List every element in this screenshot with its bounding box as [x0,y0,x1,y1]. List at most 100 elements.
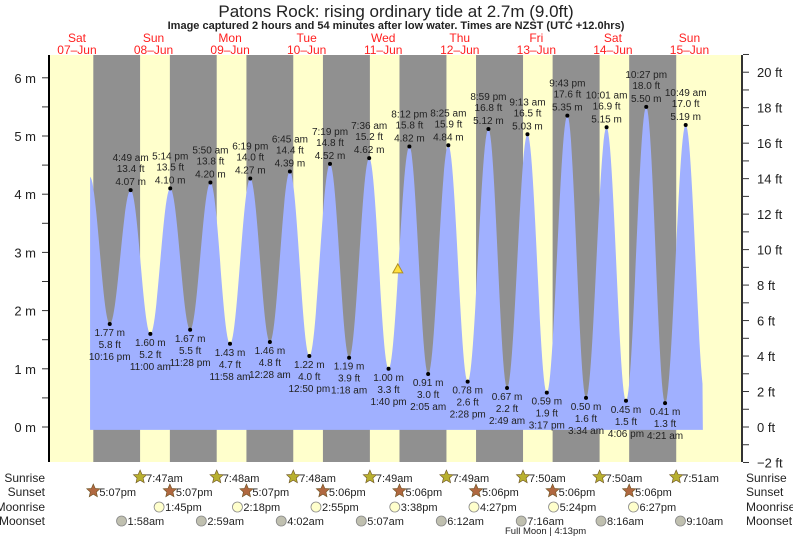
low-tide-time: 11:00 am [130,362,171,373]
day-date: 10–Jun [287,43,326,57]
sunset-icon [621,483,637,498]
sunrise-time: 7:50am [606,473,643,485]
sunset-time: 5:06pm [635,487,672,499]
high-tide-ft: 13.4 ft [117,164,145,175]
low-tide-time: 11:28 pm [170,358,211,369]
low-tide-point [267,340,272,345]
low-tide-point [148,331,153,336]
low-tide-ft: 4.7 ft [219,360,241,371]
current-tide-marker [391,262,404,274]
chart-title: Patons Rock: rising ordinary tide at 2.7… [218,2,573,21]
low-tide-ft: 2.2 ft [496,404,518,415]
high-tide-time: 6:45 am [272,135,308,146]
high-tide-m: 5.50 m [631,94,662,105]
right-tick-label: 14 ft [757,172,783,187]
high-tide-time: 10:49 am [665,88,707,99]
moonrise-time: 2:18pm [243,502,280,514]
moonset-time: 7:16am [527,516,564,528]
sunrise-icon [209,469,225,484]
day-name: Thu [449,31,470,45]
low-tide-ft: 5.5 ft [179,346,201,357]
high-tide-point [128,188,133,193]
moonset-icon [595,515,607,527]
low-tide-m: 0.45 m [611,405,642,416]
sunrise-time: 7:48am [299,473,336,485]
right-tick-label: 8 ft [757,278,775,293]
high-tide-time: 6:19 pm [232,141,268,152]
high-tide-time: 8:59 pm [470,92,506,103]
low-tide-time: 2:05 am [410,402,446,413]
right-tick-label: −2 ft [757,455,783,470]
sunset-time: 5:07pm [99,487,136,499]
sunrise-time: 7:49am [376,473,413,485]
day-date: 09–Jun [210,43,249,57]
right-tick-label: 6 ft [757,314,775,329]
sunset-time: 5:06pm [482,487,519,499]
sunset-icon [85,483,101,498]
low-tide-point [623,398,628,403]
low-tide-ft: 1.6 ft [575,414,597,425]
moonset-row-label-right: Moonset [746,514,793,528]
moonset-icon [116,515,127,527]
high-tide-m: 4.39 m [275,159,306,170]
high-tide-ft: 14.0 ft [236,152,264,163]
moonrise-row-label: Moonrise [0,500,45,514]
day-date: 07–Jun [57,43,96,57]
low-tide-m: 0.67 m [492,392,523,403]
high-tide-m: 4.82 m [394,133,425,144]
sunrise-time: 7:49am [452,473,489,485]
moonrise-icon [468,501,480,513]
sunrise-icon [285,469,301,484]
sunset-time: 5:06pm [329,487,366,499]
low-tide-point [307,353,312,358]
moonset-time: 8:16am [607,516,644,528]
day-name: Wed [371,31,395,45]
left-tick-label: 2 m [14,304,36,319]
sunset-row-label: Sunset [8,485,46,499]
moonrise-row-label-right: Moonrise [746,500,793,514]
sunrise-row-label-right: Sunrise [746,471,787,485]
high-tide-m: 4.27 m [235,165,266,176]
high-tide-time: 5:14 pm [152,151,188,162]
day-name: Sun [679,31,700,45]
day-date: 15–Jun [670,43,709,57]
high-tide-m: 5.03 m [512,121,543,132]
high-tide-point [486,127,491,132]
high-tide-m: 4.10 m [155,175,186,186]
right-tick-label: 20 ft [757,65,783,80]
low-tide-m: 0.78 m [452,386,483,397]
right-tick-label: 4 ft [757,349,775,364]
high-tide-time: 10:01 am [586,90,628,101]
low-tide-ft: 3.9 ft [338,374,360,385]
tide-water-area [90,107,703,430]
low-tide-ft: 4.8 ft [259,358,281,369]
low-tide-m: 1.00 m [373,373,404,384]
moonset-icon [195,515,207,527]
low-tide-point [505,386,510,391]
day-date: 13–Jun [517,43,556,57]
moonset-icon [675,515,686,527]
low-tide-m: 0.91 m [413,378,444,389]
left-tick-label: 6 m [14,71,36,86]
high-tide-m: 4.84 m [433,132,464,143]
sunrise-time: 7:48am [223,473,260,485]
high-tide-m: 5.35 m [552,103,583,114]
right-tick-label: 12 ft [757,207,783,222]
moonrise-time: 4:27pm [480,502,517,514]
moonset-icon [275,515,287,527]
sunrise-time: 7:51am [682,473,719,485]
low-tide-time: 10:16 pm [89,352,131,363]
low-tide-point [228,341,233,346]
moonset-time: 1:58am [128,516,165,528]
sunrise-row-label: Sunrise [4,471,45,485]
left-tick-label: 3 m [14,245,36,260]
low-tide-point [663,401,668,406]
low-tide-ft: 4.0 ft [298,372,320,383]
low-tide-m: 1.43 m [215,348,246,359]
moonrise-time: 1:45pm [165,502,202,514]
high-tide-ft: 15.9 ft [434,119,462,130]
high-tide-time: 7:36 am [351,121,387,132]
day-name: Sun [143,31,164,45]
sunrise-time: 7:50am [529,473,566,485]
left-tick-label: 5 m [14,129,36,144]
